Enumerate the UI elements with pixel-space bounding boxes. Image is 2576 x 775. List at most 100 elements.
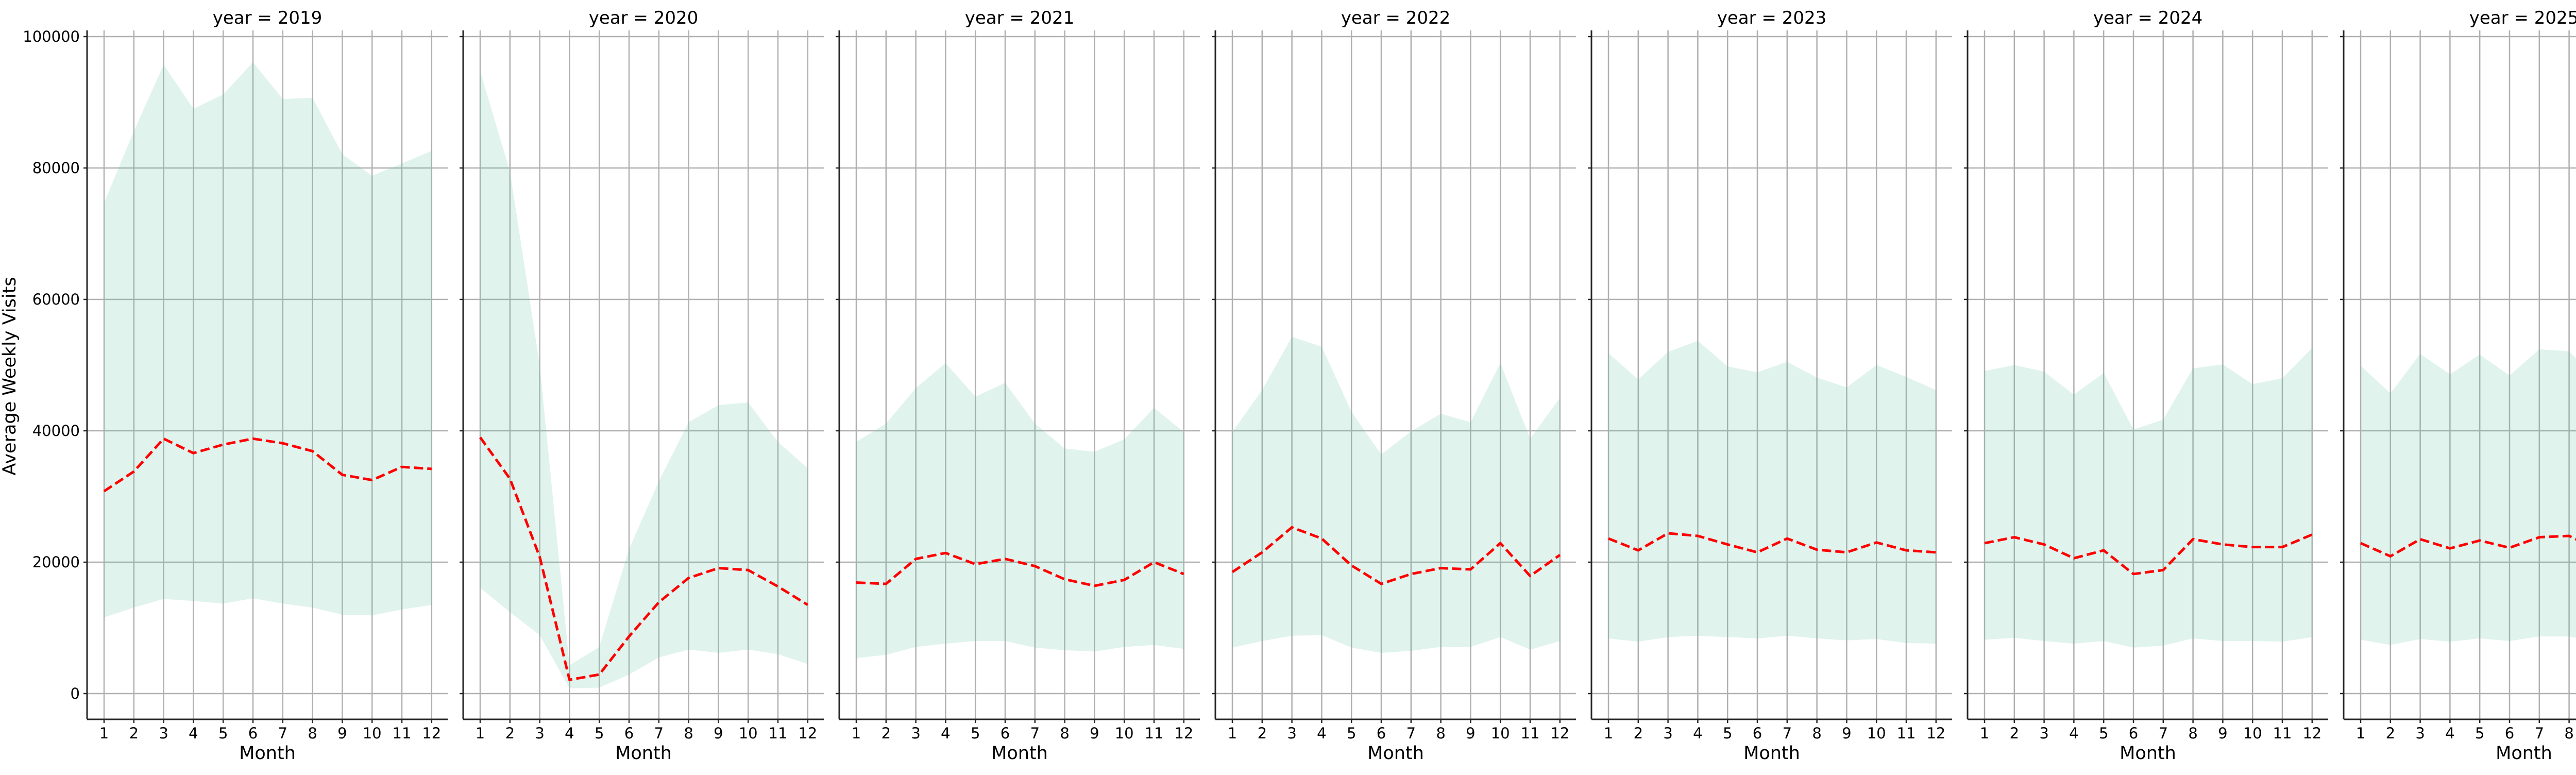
x-tick-label: 2 bbox=[1634, 725, 1643, 742]
x-tick-label: 7 bbox=[2535, 725, 2544, 742]
y-tick-label: 100000 bbox=[23, 28, 80, 45]
x-tick-label: 1 bbox=[1604, 725, 1613, 742]
panel-title: year = 2021 bbox=[965, 8, 1074, 28]
x-tick-label: 6 bbox=[624, 725, 634, 742]
x-axis-label: Month bbox=[1367, 743, 1424, 764]
x-tick-label: 5 bbox=[2099, 725, 2108, 742]
x-tick-label: 6 bbox=[1001, 725, 1010, 742]
gridlines bbox=[87, 30, 448, 719]
x-tick-label: 10 bbox=[739, 725, 758, 742]
panel-title: year = 2022 bbox=[1341, 8, 1450, 28]
x-tick-label: 9 bbox=[1090, 725, 1099, 742]
median-line bbox=[1608, 532, 1936, 554]
gridlines bbox=[1968, 30, 2328, 719]
x-tick-label: 10 bbox=[2243, 725, 2262, 742]
x-tick-label: 11 bbox=[393, 725, 412, 742]
x-tick-label: 3 bbox=[535, 725, 544, 742]
x-tick-label: 1 bbox=[1980, 725, 1989, 742]
x-tick-label: 7 bbox=[1783, 725, 1792, 742]
x-tick-label: 6 bbox=[1753, 725, 1762, 742]
x-tick-label: 4 bbox=[1317, 725, 1326, 742]
x-tick-label: 4 bbox=[2445, 725, 2454, 742]
x-tick-label: 8 bbox=[308, 725, 317, 742]
gridlines bbox=[1591, 30, 1952, 719]
x-tick-label: 11 bbox=[1897, 725, 1916, 742]
gridlines bbox=[839, 30, 1200, 719]
y-tick-label: 80000 bbox=[32, 159, 80, 177]
x-tick-label: 11 bbox=[769, 725, 788, 742]
x-tick-label: 6 bbox=[2129, 725, 2138, 742]
x-tick-label: 5 bbox=[1347, 725, 1356, 742]
x-axis-label: Month bbox=[615, 743, 672, 764]
x-tick-label: 11 bbox=[1145, 725, 1164, 742]
x-tick-label: 1 bbox=[2356, 725, 2365, 742]
x-tick-label: 7 bbox=[654, 725, 664, 742]
median-line bbox=[856, 551, 1184, 587]
x-tick-label: 8 bbox=[1812, 725, 1821, 742]
x-tick-label: 5 bbox=[218, 725, 228, 742]
x-tick-label: 6 bbox=[248, 725, 258, 742]
x-tick-label: 9 bbox=[714, 725, 723, 742]
x-tick-label: 4 bbox=[565, 725, 574, 742]
x-tick-label: 5 bbox=[1723, 725, 1732, 742]
percentile-band bbox=[1985, 348, 2312, 648]
median-line bbox=[2360, 534, 2576, 558]
median-line bbox=[103, 437, 432, 493]
x-tick-label: 5 bbox=[595, 725, 604, 742]
x-tick-label: 4 bbox=[1693, 725, 1702, 742]
x-tick-label: 7 bbox=[278, 725, 287, 742]
y-axis-label: Average Weekly Visits bbox=[0, 277, 20, 475]
x-tick-label: 2 bbox=[2010, 725, 2019, 742]
gridlines bbox=[463, 30, 824, 719]
x-tick-label: 2 bbox=[505, 725, 515, 742]
x-tick-label: 8 bbox=[1060, 725, 1069, 742]
x-tick-label: 3 bbox=[2415, 725, 2425, 742]
y-tick-label: 60000 bbox=[32, 291, 80, 308]
panel-title: year = 2020 bbox=[589, 8, 698, 28]
panel-title: year = 2019 bbox=[213, 8, 322, 28]
x-tick-label: 8 bbox=[1436, 725, 1445, 742]
median-line bbox=[1231, 526, 1561, 585]
x-tick-label: 12 bbox=[2302, 725, 2321, 742]
x-tick-label: 1 bbox=[99, 725, 109, 742]
x-tick-label: 3 bbox=[159, 725, 168, 742]
x-tick-label: 12 bbox=[1174, 725, 1193, 742]
x-tick-label: 1 bbox=[1228, 725, 1237, 742]
percentile-band bbox=[856, 363, 1184, 659]
x-tick-label: 11 bbox=[1521, 725, 1540, 742]
x-tick-label: 4 bbox=[941, 725, 950, 742]
x-tick-label: 9 bbox=[1842, 725, 1851, 742]
x-tick-label: 1 bbox=[476, 725, 485, 742]
x-axis-label: Month bbox=[991, 743, 1048, 764]
x-tick-label: 9 bbox=[337, 725, 347, 742]
median-line bbox=[479, 436, 809, 681]
x-tick-label: 5 bbox=[2475, 725, 2484, 742]
x-tick-label: 12 bbox=[422, 725, 441, 742]
x-tick-label: 1 bbox=[852, 725, 861, 742]
x-tick-label: 6 bbox=[1377, 725, 1386, 742]
x-tick-label: 4 bbox=[2069, 725, 2078, 742]
panel-title: year = 2023 bbox=[1717, 8, 1826, 28]
x-tick-label: 10 bbox=[1867, 725, 1886, 742]
x-tick-label: 7 bbox=[2159, 725, 2168, 742]
x-tick-label: 2 bbox=[129, 725, 139, 742]
percentile-band bbox=[1608, 341, 1936, 644]
gridlines bbox=[2344, 30, 2576, 719]
gridlines bbox=[1215, 30, 1576, 719]
x-tick-label: 4 bbox=[189, 725, 198, 742]
x-tick-label: 8 bbox=[2188, 725, 2197, 742]
percentile-band bbox=[104, 62, 432, 618]
x-tick-label: 5 bbox=[971, 725, 980, 742]
x-tick-label: 10 bbox=[363, 725, 382, 742]
x-tick-label: 3 bbox=[1287, 725, 1296, 742]
x-tick-label: 3 bbox=[1663, 725, 1672, 742]
x-axis-label: Month bbox=[239, 743, 296, 764]
x-tick-label: 3 bbox=[2039, 725, 2048, 742]
median-line bbox=[1984, 533, 2313, 576]
